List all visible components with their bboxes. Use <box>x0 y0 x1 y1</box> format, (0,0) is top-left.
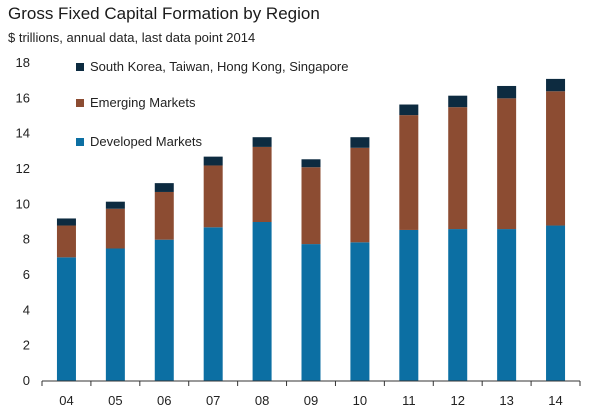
legend-label: Developed Markets <box>90 134 202 149</box>
legend-swatch <box>76 99 84 107</box>
y-tick-label: 18 <box>16 55 30 70</box>
bar-segment-developed-09 <box>301 244 321 381</box>
x-tick-label: 04 <box>59 393 73 408</box>
y-tick-label: 6 <box>23 267 30 282</box>
y-tick-label: 10 <box>16 196 30 211</box>
chart-title: Gross Fixed Capital Formation by Region <box>8 4 320 23</box>
y-tick-label: 12 <box>16 161 30 176</box>
bar-segment-asia-08 <box>252 137 272 147</box>
x-tick-label: 09 <box>304 393 318 408</box>
bar-segment-asia-12 <box>448 95 468 108</box>
bar-segment-developed-06 <box>154 239 174 381</box>
bar-segment-developed-10 <box>350 242 370 381</box>
legend-swatch <box>76 63 84 71</box>
y-tick-label: 2 <box>23 338 30 353</box>
y-tick-label: 8 <box>23 232 30 247</box>
legend-label: South Korea, Taiwan, Hong Kong, Singapor… <box>90 59 349 74</box>
x-tick-label: 11 <box>402 393 416 408</box>
bar-segment-asia-10 <box>350 137 370 148</box>
bar-segment-developed-04 <box>56 257 76 381</box>
bar-segment-emerging-12 <box>448 107 468 230</box>
bar-segment-asia-11 <box>399 104 419 116</box>
bar-segment-emerging-07 <box>203 165 223 228</box>
x-tick-label: 07 <box>206 393 220 408</box>
x-tick-label: 14 <box>548 393 562 408</box>
bar-segment-emerging-06 <box>154 191 174 240</box>
x-tick-label: 12 <box>450 393 464 408</box>
bar-segment-developed-13 <box>497 229 517 381</box>
bar-segment-asia-05 <box>105 201 125 209</box>
bar-segment-emerging-08 <box>252 146 272 222</box>
y-tick-label: 0 <box>23 373 30 388</box>
x-tick-label: 10 <box>353 393 367 408</box>
bar-segment-asia-06 <box>154 183 174 192</box>
bar-segment-emerging-04 <box>56 225 76 258</box>
bar-segment-asia-07 <box>203 156 223 166</box>
bar-segment-developed-05 <box>105 248 125 381</box>
bar-segment-emerging-11 <box>399 115 419 230</box>
y-tick-label: 14 <box>16 126 30 141</box>
bar-segment-emerging-14 <box>546 91 566 226</box>
x-tick-label: 08 <box>255 393 269 408</box>
y-tick-label: 16 <box>16 90 30 105</box>
x-tick-label: 13 <box>499 393 513 408</box>
bar-segment-emerging-09 <box>301 167 321 245</box>
bar-segment-developed-14 <box>546 225 566 381</box>
bar-segment-emerging-13 <box>497 98 517 230</box>
bar-segment-asia-14 <box>546 78 566 92</box>
bar-segment-developed-07 <box>203 227 223 381</box>
bar-segment-developed-12 <box>448 229 468 381</box>
bar-segment-developed-11 <box>399 229 419 381</box>
bar-segment-developed-08 <box>252 222 272 381</box>
bar-segment-asia-04 <box>56 218 76 226</box>
x-tick-label: 06 <box>157 393 171 408</box>
bar-segment-emerging-05 <box>105 208 125 249</box>
bar-segment-emerging-10 <box>350 147 370 243</box>
bar-segment-asia-09 <box>301 159 321 168</box>
legend-swatch <box>76 138 84 146</box>
x-tick-label: 05 <box>108 393 122 408</box>
bar-segment-asia-13 <box>497 85 517 99</box>
legend-label: Emerging Markets <box>90 95 196 110</box>
chart-subtitle: $ trillions, annual data, last data poin… <box>8 30 256 45</box>
y-tick-label: 4 <box>23 302 30 317</box>
